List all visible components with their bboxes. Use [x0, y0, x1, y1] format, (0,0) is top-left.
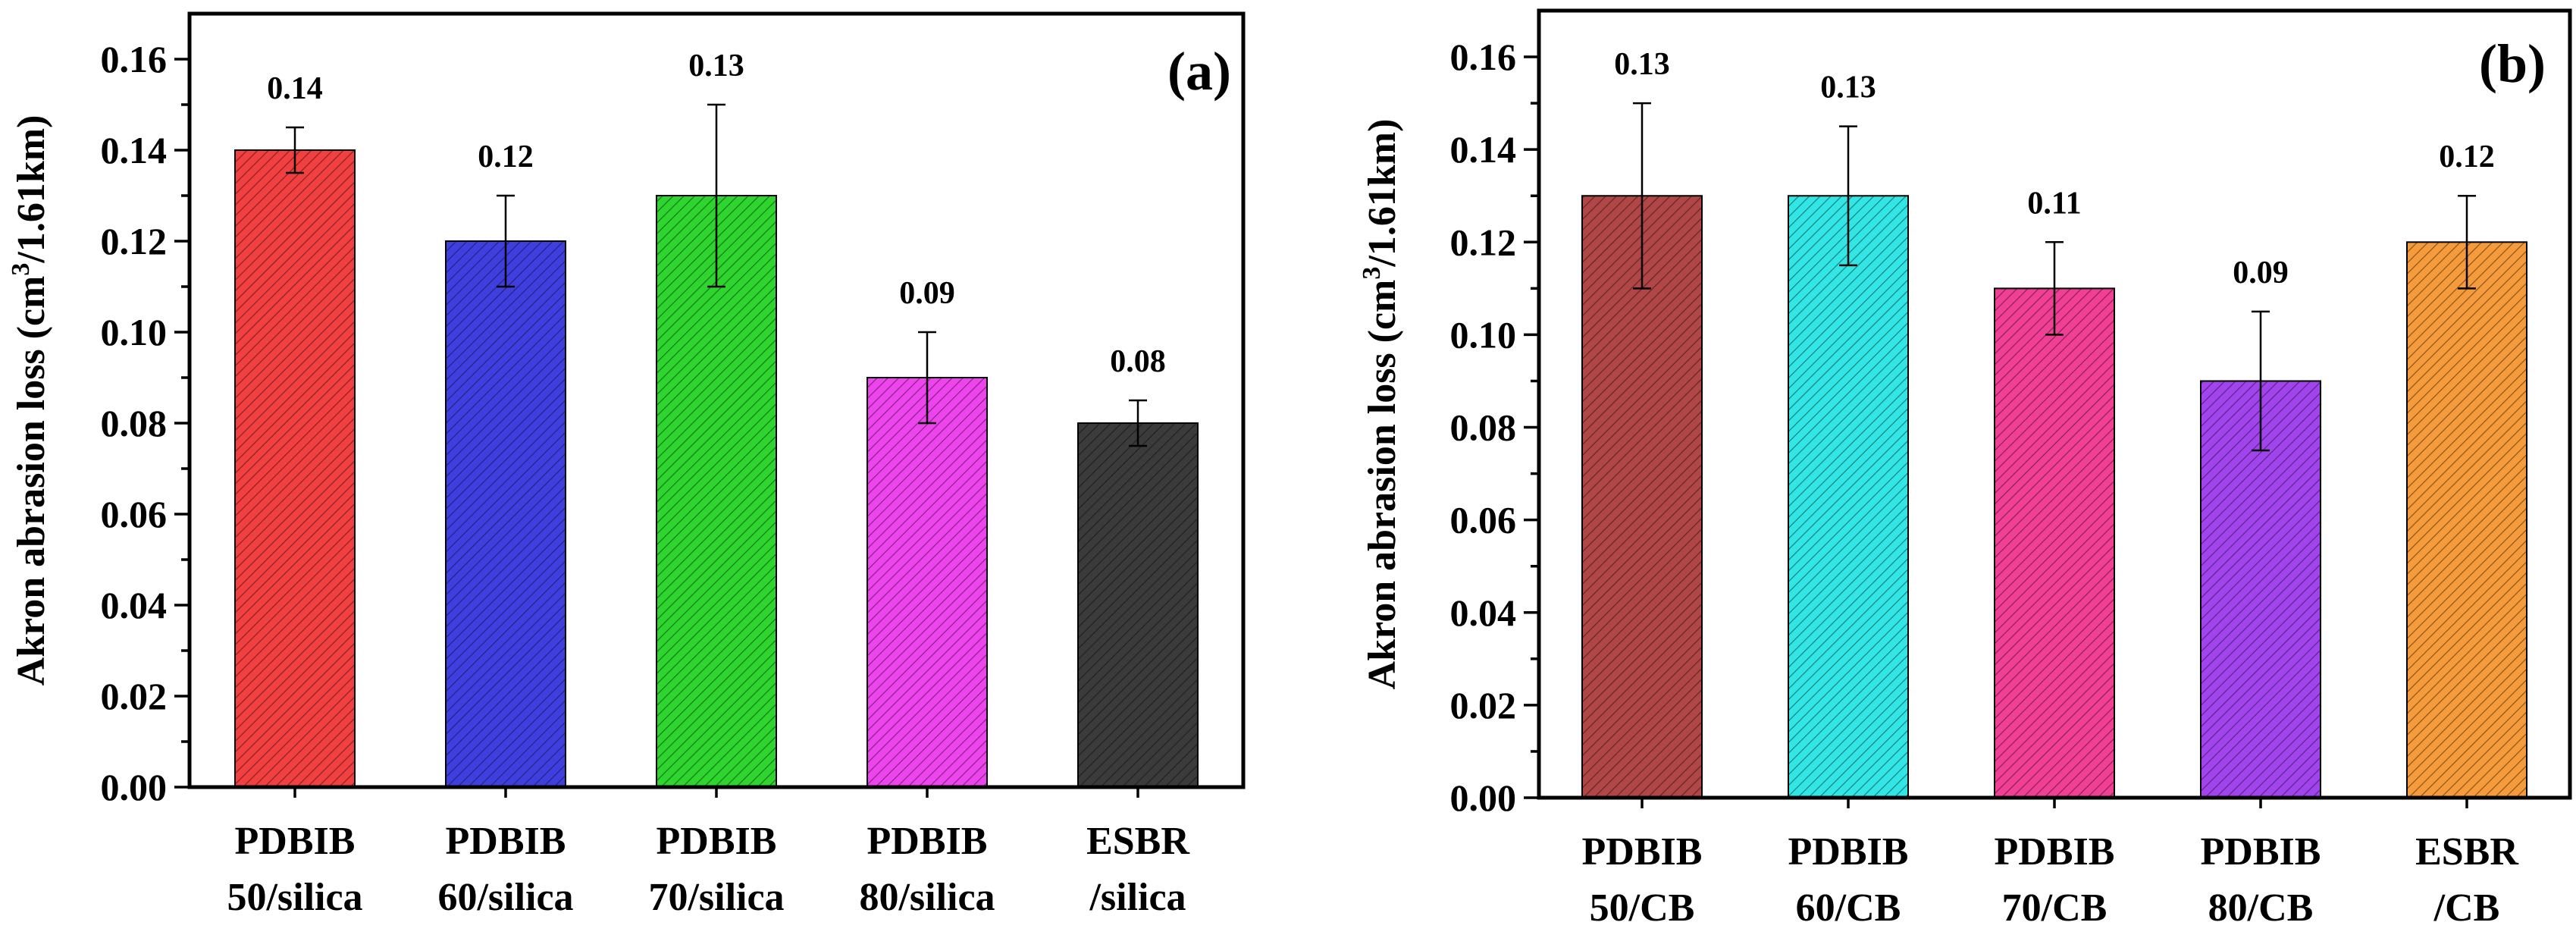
data-label: 0.13	[1820, 71, 1876, 105]
y-axis-title-tail: /1.61km)	[1361, 119, 1404, 268]
y-tick-label: 0.04	[101, 584, 168, 626]
y-tick-label: 0.16	[1450, 36, 1517, 78]
y-tick-label: 0.10	[101, 311, 168, 353]
panel-label: (a)	[1167, 41, 1231, 102]
x-tick-label: ESBR	[1086, 820, 1190, 863]
data-label: 0.13	[688, 49, 744, 83]
data-label: 0.11	[2027, 186, 2081, 221]
data-label: 0.12	[2439, 140, 2495, 174]
data-label: 0.09	[899, 276, 955, 311]
bar	[445, 240, 566, 788]
bar	[2406, 241, 2527, 798]
y-tick-label: 0.02	[101, 675, 168, 717]
data-label: 0.09	[2233, 256, 2289, 290]
x-tick-label: PDBIB	[1995, 830, 2115, 874]
x-tick-label: PDBIB	[1788, 830, 1909, 874]
data-label: 0.13	[1614, 47, 1670, 82]
x-tick-label: PDBIB	[1582, 830, 1703, 874]
x-tick-label: 70/silica	[648, 876, 784, 919]
data-label: 0.12	[478, 140, 534, 174]
y-tick-label: 0.08	[101, 402, 168, 444]
bar	[1994, 287, 2115, 798]
x-tick-label: /CB	[2433, 886, 2500, 930]
panel-label: (b)	[2479, 33, 2546, 94]
x-tick-label: 60/CB	[1796, 886, 1901, 930]
y-tick-label: 0.10	[1450, 313, 1517, 356]
y-tick-label: 0.12	[101, 220, 168, 262]
data-label: 0.08	[1110, 344, 1166, 379]
y-tick-label: 0.06	[1450, 499, 1517, 541]
y-tick-label: 0.16	[101, 38, 168, 80]
chart-panel-b: 0.13 PDBIB 50/CB 0.13 PDBIB 60/CB 0.11 PDBIB 70/…	[1358, 8, 2572, 930]
x-tick-label: ESBR	[2415, 830, 2519, 874]
data-label: 0.14	[267, 71, 323, 106]
y-axis-title-superscript: 3	[7, 263, 35, 276]
bar	[234, 149, 356, 788]
x-tick-label: 80/CB	[2208, 886, 2314, 930]
x-tick-label: PDBIB	[867, 820, 988, 863]
y-axis-title-main: Akron abrasion loss (cm	[1361, 280, 1404, 690]
y-axis-title: Akron abrasion loss (cm3/1.61km)	[1358, 119, 1404, 690]
bar	[1077, 422, 1199, 788]
y-tick-label: 0.06	[101, 493, 168, 535]
y-axis-title-main: Akron abrasion loss (cm	[10, 276, 53, 686]
x-tick-label: PDBIB	[657, 820, 777, 863]
x-tick-label: PDBIB	[2201, 830, 2321, 874]
x-tick-label: PDBIB	[235, 820, 356, 863]
x-tick-label: 50/silica	[227, 876, 362, 919]
bar	[1788, 195, 1909, 798]
y-tick-label: 0.04	[1450, 591, 1517, 634]
x-tick-label: 80/silica	[859, 876, 995, 919]
y-tick-label: 0.12	[1450, 221, 1517, 263]
y-tick-label: 0.08	[1450, 406, 1517, 449]
x-tick-label: 70/CB	[2002, 886, 2107, 930]
y-axis-title: Akron abrasion loss (cm3/1.61km)	[7, 115, 53, 686]
y-tick-label: 0.00	[1450, 776, 1517, 819]
y-tick-label: 0.14	[101, 129, 168, 171]
y-axis-title-tail: /1.61km)	[10, 115, 53, 264]
x-tick-label: /silica	[1089, 876, 1186, 919]
y-tick-label: 0.14	[1450, 128, 1517, 171]
bar	[867, 377, 988, 788]
x-tick-label: 60/silica	[437, 876, 573, 919]
chart-panel-a: 0.14 PDBIB 50/silica 0.12 PDBIB 60/silica 0.13…	[7, 11, 1246, 919]
x-tick-label: PDBIB	[446, 820, 566, 863]
y-axis-title-superscript: 3	[1358, 267, 1386, 280]
y-tick-label: 0.02	[1450, 684, 1517, 726]
y-tick-label: 0.00	[101, 766, 168, 808]
x-tick-label: 50/CB	[1590, 886, 1695, 930]
